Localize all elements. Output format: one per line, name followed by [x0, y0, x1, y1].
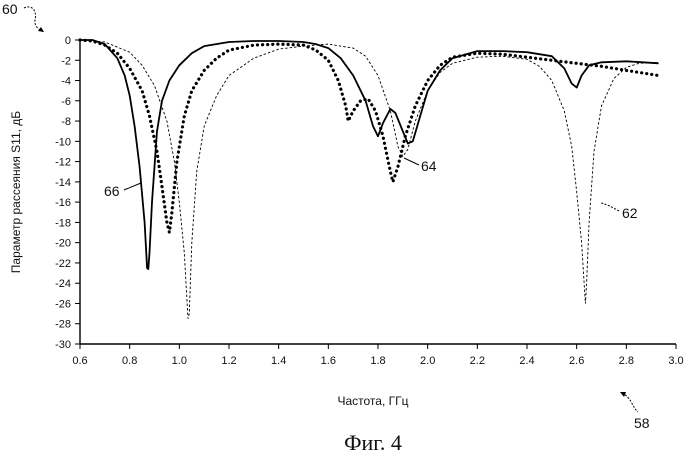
y-tick-label: -2: [61, 55, 71, 67]
series-line-64: [80, 40, 659, 233]
x-tick-label: 1.2: [221, 355, 236, 367]
y-tick-label: -18: [55, 217, 71, 229]
ref-62-leader: [601, 203, 619, 211]
y-tick-label: 0: [65, 35, 71, 47]
y-tick-label: -26: [55, 298, 71, 310]
y-tick-label: -30: [55, 339, 71, 351]
x-tick-label: 2.4: [519, 355, 534, 367]
ref-label-62: 62: [622, 205, 638, 221]
x-axis-title: Частота, ГГц: [337, 394, 408, 408]
ref-label-64: 64: [421, 158, 437, 174]
y-tick-label: -4: [61, 76, 71, 88]
y-tick-label: -28: [55, 319, 71, 331]
series-line-66: [80, 40, 659, 269]
x-tick-label: 2.8: [619, 355, 634, 367]
x-tick-label: 1.8: [370, 355, 385, 367]
y-tick-label: -20: [55, 238, 71, 250]
y-tick-label: -6: [61, 96, 71, 108]
x-tick-label: 1.4: [271, 355, 286, 367]
x-tick-label: 0.8: [122, 355, 137, 367]
x-tick-label: 2.0: [420, 355, 435, 367]
ref-label-66: 66: [104, 183, 120, 199]
y-tick-label: -14: [55, 177, 71, 189]
figure-caption: Фиг. 4: [344, 430, 402, 455]
ref-label-58: 58: [634, 415, 650, 431]
y-axis-ticks: 0 -2 -4 -6 -8 -10 -12 -14 -16 -18 -20 -22 -24 -26 -28 -…: [55, 35, 80, 351]
ref-64-leader: [404, 158, 419, 165]
ref-66-leader: [124, 183, 141, 190]
y-tick-label: -16: [55, 197, 71, 209]
x-tick-label: 2.6: [569, 355, 584, 367]
y-tick-label: -12: [55, 157, 71, 169]
y-tick-label: -22: [55, 258, 71, 270]
y-axis-title: Параметр рассеяния S11, дБ: [9, 111, 23, 273]
x-tick-label: 1.0: [172, 355, 187, 367]
ref-58-arrowhead: [620, 392, 626, 397]
y-tick-label: -8: [61, 116, 71, 128]
x-tick-label: 3.0: [668, 355, 683, 367]
y-tick-label: -24: [55, 278, 71, 290]
x-axis-ticks: 0.6 0.8 1.0 1.2 1.4 1.6 1.8 2.0 2.2 2.4 2.6 2.8 3.0: [72, 344, 683, 367]
x-tick-label: 0.6: [72, 355, 87, 367]
x-tick-label: 2.2: [470, 355, 485, 367]
ref-label-60: 60: [2, 1, 18, 17]
plot-area: [80, 40, 659, 319]
y-tick-label: -10: [55, 136, 71, 148]
x-tick-label: 1.6: [321, 355, 336, 367]
